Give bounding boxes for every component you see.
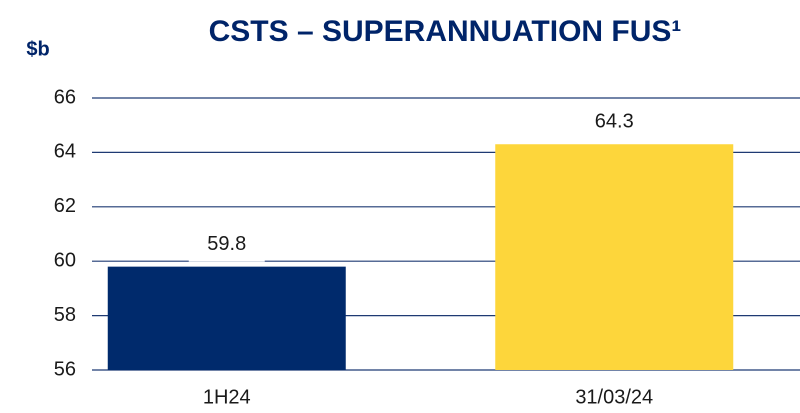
y-tick-label: 64 [54, 141, 76, 163]
data-label-background [576, 105, 653, 140]
x-tick-label: 1H24 [203, 386, 251, 408]
y-tick-label: 62 [54, 195, 76, 217]
y-tick-label: 58 [54, 304, 76, 326]
x-tick-label: 31/03/24 [575, 386, 653, 408]
data-label: 59.8 [207, 233, 246, 255]
y-tick-label: 56 [54, 358, 76, 380]
data-label: 64.3 [595, 111, 634, 133]
bar [495, 144, 734, 370]
y-tick-label: 60 [54, 249, 76, 271]
chart-title: CSTS – SUPERANNUATION FUS¹ [209, 15, 682, 48]
y-axis-label: $b [26, 38, 49, 60]
data-label-background [188, 227, 265, 262]
bar [107, 266, 346, 370]
y-tick-label: 66 [54, 86, 76, 108]
